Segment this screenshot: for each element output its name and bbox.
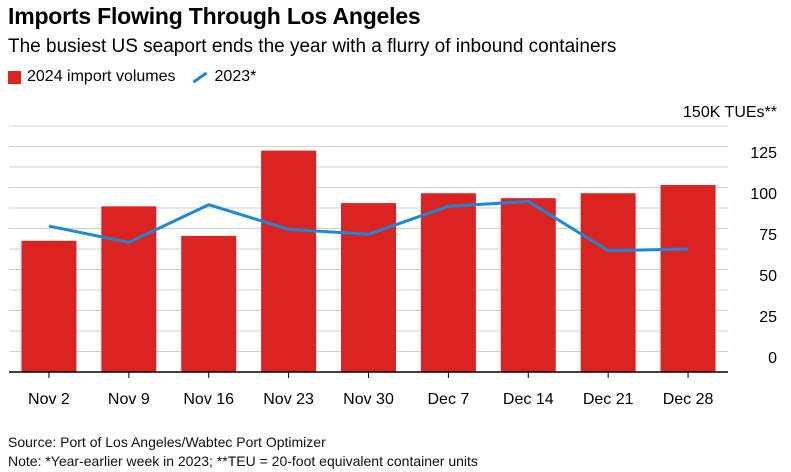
legend-item-2023: 2023* bbox=[192, 68, 257, 86]
legend-bar-swatch bbox=[8, 70, 21, 84]
x-tick-label: Nov 2 bbox=[28, 391, 70, 408]
bar bbox=[341, 203, 396, 372]
x-tick-label: Nov 9 bbox=[108, 391, 150, 408]
bar bbox=[660, 185, 716, 372]
y-tick-label: 125 bbox=[750, 145, 777, 162]
legend: 2024 import volumes 2023* bbox=[8, 68, 272, 86]
x-tick-label: Dec 7 bbox=[427, 391, 469, 408]
x-tick-label: Nov 23 bbox=[263, 391, 314, 408]
y-tick-label: 75 bbox=[759, 227, 777, 244]
y-tick-label: 25 bbox=[759, 309, 777, 326]
x-tick-label: Dec 21 bbox=[583, 391, 634, 408]
axes: 0 25 50 75 100 125 150K TUEs** Nov 2 Nov 9 Nov 16… bbox=[9, 104, 777, 408]
x-tick-label: Nov 16 bbox=[183, 391, 234, 408]
footnote: Note: *Year-earlier week in 2023; **TEU … bbox=[8, 453, 478, 469]
line-series bbox=[48, 199, 689, 253]
source-note: Source: Port of Los Angeles/Wabtec Port … bbox=[8, 434, 326, 450]
y-tick-label: 0 bbox=[768, 350, 777, 367]
bar bbox=[420, 193, 476, 372]
chart-title: Imports Flowing Through Los Angeles bbox=[8, 3, 421, 29]
y-unit-label: 150K TUEs** bbox=[683, 104, 777, 121]
bar bbox=[261, 150, 317, 372]
bar-series bbox=[21, 150, 716, 372]
x-tick-label: Dec 14 bbox=[503, 391, 554, 408]
bar bbox=[21, 240, 77, 372]
bar bbox=[181, 235, 237, 372]
bar bbox=[500, 198, 556, 372]
legend-label-2024: 2024 import volumes bbox=[27, 68, 176, 85]
x-tick-label: Dec 28 bbox=[663, 391, 714, 408]
legend-label-2023: 2023* bbox=[214, 68, 257, 85]
bar bbox=[101, 206, 157, 372]
bar bbox=[580, 193, 636, 372]
legend-item-2024: 2024 import volumes bbox=[8, 68, 176, 86]
y-tick-label: 50 bbox=[759, 268, 777, 285]
x-tick-label: Nov 30 bbox=[343, 391, 394, 408]
chart-subtitle: The busiest US seaport ends the year wit… bbox=[8, 36, 617, 57]
y-tick-label: 100 bbox=[750, 186, 777, 203]
